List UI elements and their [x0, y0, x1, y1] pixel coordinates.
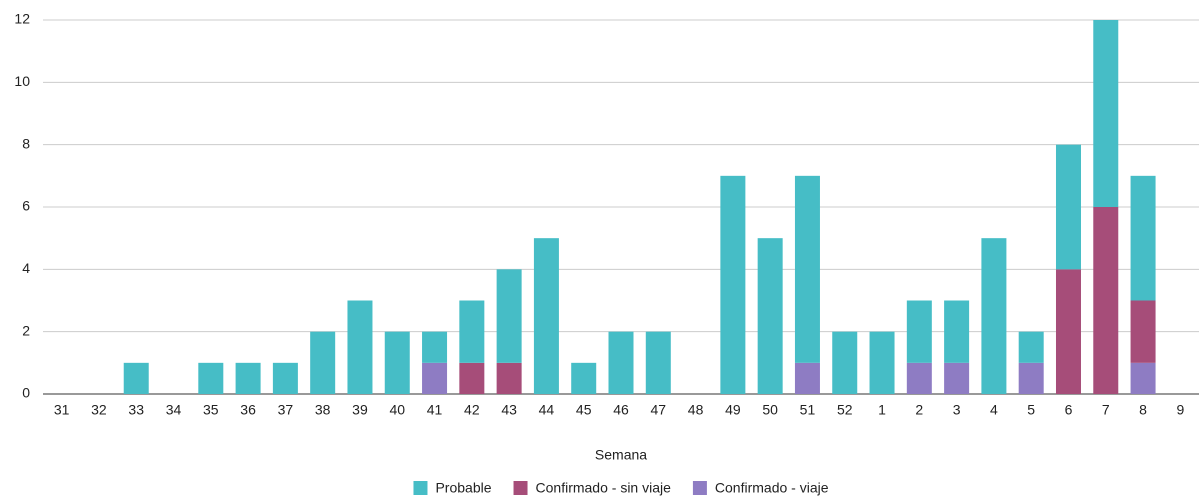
x-tick-label: 46: [613, 402, 629, 418]
bar-segment: [422, 362, 448, 394]
bar-segment: [757, 238, 783, 394]
x-tick-label: 3: [953, 402, 961, 418]
bar-segment: [571, 362, 597, 394]
x-tick-label: 48: [688, 402, 704, 418]
bar-segment: [608, 331, 634, 394]
legend-swatch: [413, 481, 428, 495]
x-tick-label: 31: [54, 402, 70, 418]
bar-segment: [981, 238, 1007, 394]
x-tick-label: 38: [315, 402, 331, 418]
legend-label: Probable: [435, 480, 491, 496]
x-tick-label: 1: [878, 402, 886, 418]
x-tick-label: 35: [203, 402, 219, 418]
x-tick-label: 6: [1065, 402, 1073, 418]
x-tick-label: 45: [576, 402, 592, 418]
bar-segment: [198, 362, 224, 394]
bar-segment: [794, 362, 820, 394]
legend-label: Confirmado - viaje: [715, 480, 829, 496]
bar-segment: [944, 300, 970, 363]
x-tick-label: 2: [915, 402, 923, 418]
legend-label: Confirmado - sin viaje: [536, 480, 672, 496]
x-tick-label: 44: [539, 402, 555, 418]
y-tick-label: 12: [14, 11, 30, 27]
bar-segment: [1093, 20, 1119, 207]
y-tick-label: 10: [14, 73, 30, 89]
x-tick-label: 52: [837, 402, 853, 418]
bar-segment: [384, 331, 410, 394]
y-tick-label: 6: [22, 198, 30, 214]
bar-segment: [1018, 331, 1044, 363]
x-tick-label: 32: [91, 402, 107, 418]
x-tick-label: 41: [427, 402, 443, 418]
bar-segment: [310, 331, 336, 394]
bar-segment: [720, 175, 746, 394]
x-tick-label: 39: [352, 402, 368, 418]
x-tick-label: 37: [278, 402, 294, 418]
x-tick-label: 5: [1027, 402, 1035, 418]
x-tick-label: 50: [762, 402, 778, 418]
x-tick-label: 7: [1102, 402, 1110, 418]
y-tick-label: 4: [22, 260, 30, 276]
bar-segment: [1130, 300, 1156, 363]
bar-segment: [1055, 269, 1081, 394]
bar-segment: [1130, 175, 1156, 301]
bar-segment: [533, 238, 559, 394]
bar-segment: [422, 331, 448, 363]
y-tick-label: 0: [22, 385, 30, 401]
bar-segment: [1018, 362, 1044, 394]
bar-segment: [944, 362, 970, 394]
bar-segment: [1093, 207, 1119, 394]
x-tick-label: 42: [464, 402, 480, 418]
x-tick-label: 4: [990, 402, 998, 418]
bar-segment: [832, 331, 858, 394]
legend-swatch: [692, 481, 707, 495]
x-tick-label: 36: [240, 402, 256, 418]
x-tick-label: 43: [501, 402, 517, 418]
x-tick-label: 47: [651, 402, 667, 418]
bar-segment: [906, 300, 932, 363]
bar-segment: [235, 362, 261, 394]
bar-segment: [869, 331, 895, 394]
x-tick-label: 49: [725, 402, 741, 418]
y-tick-label: 8: [22, 135, 30, 151]
x-tick-label: 9: [1176, 402, 1184, 418]
x-tick-label: 40: [389, 402, 405, 418]
x-axis-title: Semana: [595, 447, 647, 463]
bar-segment: [459, 300, 485, 363]
bar-segment: [1130, 362, 1156, 394]
x-tick-label: 51: [800, 402, 816, 418]
bar-segment: [794, 175, 820, 363]
bar-segment: [645, 331, 671, 394]
y-tick-label: 2: [22, 322, 30, 338]
bar-segment: [123, 362, 149, 394]
legend-swatch: [513, 481, 528, 495]
bar-segment: [496, 269, 522, 363]
bar-segment: [496, 362, 522, 394]
x-tick-label: 8: [1139, 402, 1147, 418]
bar-segment: [1055, 144, 1081, 270]
bar-segment: [272, 362, 298, 394]
x-tick-label: 33: [128, 402, 144, 418]
bar-segment: [906, 362, 932, 394]
bar-segment: [347, 300, 373, 394]
bar-segment: [459, 362, 485, 394]
x-tick-label: 34: [166, 402, 182, 418]
